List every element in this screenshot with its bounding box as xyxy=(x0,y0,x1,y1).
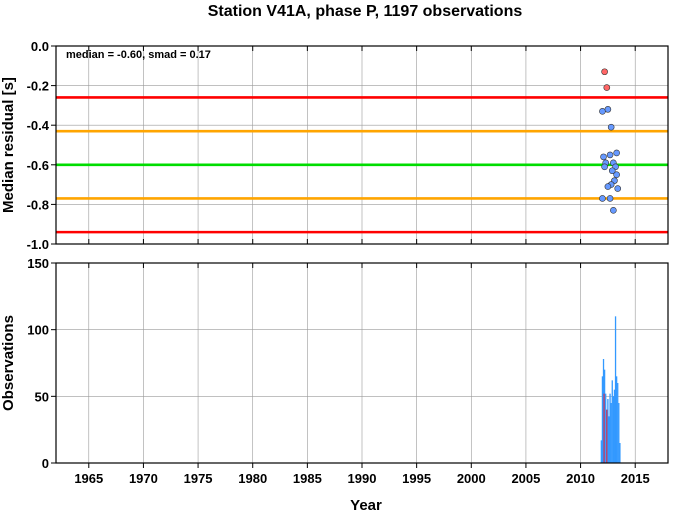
year-tick-label: 2005 xyxy=(511,471,540,486)
year-tick-label: 1995 xyxy=(402,471,431,486)
year-tick-label: 2010 xyxy=(566,471,595,486)
observation-bar xyxy=(608,416,610,463)
observation-bar xyxy=(607,399,609,463)
observations-y-tick-label: 50 xyxy=(35,389,49,404)
observation-bar xyxy=(612,396,615,463)
residual-point xyxy=(606,195,614,202)
residual-point xyxy=(600,153,607,161)
residual-point xyxy=(601,68,608,76)
x-axis-label: Year xyxy=(350,497,382,511)
observation-bar xyxy=(609,393,611,463)
residual-panel: 0.0 -0.2 -0.4 -0.6 -0.8 -1.0 median = -0.60, … xyxy=(0,39,669,252)
observation-bar xyxy=(615,376,618,463)
year-tick-label: 2000 xyxy=(457,471,486,486)
year-tick-label: 2015 xyxy=(621,471,650,486)
residual-y-tick-label: -0.2 xyxy=(27,79,49,94)
residual-y-tick-label: 0.0 xyxy=(31,39,49,54)
stats-annotation: median = -0.60, smad = 0.17 xyxy=(66,49,211,61)
residual-y-tick-label: -0.4 xyxy=(27,118,50,133)
residual-y-tick-label: -0.8 xyxy=(27,197,49,212)
residual-point xyxy=(603,84,611,91)
residual-y-axis-label: Median residual [s] xyxy=(0,77,17,213)
observation-bar xyxy=(614,316,617,463)
year-tick-label: 1970 xyxy=(129,471,158,486)
observations-y-tick-label: 100 xyxy=(27,323,49,338)
observations-panel: 1965 1970 1975 1980 1985 1990 1995 2000 2005 2010… xyxy=(0,256,669,511)
year-tick-label: 1965 xyxy=(74,471,103,486)
year-tick-label: 1985 xyxy=(293,471,322,486)
observation-bar-highlight xyxy=(603,393,605,463)
residual-y-tick-label: -0.6 xyxy=(27,158,49,173)
residual-point xyxy=(607,123,615,131)
observation-bar xyxy=(601,376,604,463)
residual-point xyxy=(604,106,612,113)
residual-point xyxy=(614,185,622,192)
residual-point xyxy=(606,151,614,159)
year-tick-label: 1990 xyxy=(348,471,377,486)
residual-point xyxy=(613,171,620,178)
residual-point xyxy=(613,149,620,157)
year-tick-label: 1980 xyxy=(238,471,267,486)
observation-bar xyxy=(600,440,602,463)
observation-bar xyxy=(611,380,613,463)
observation-bar xyxy=(619,443,621,463)
observation-bar xyxy=(618,403,620,463)
observation-bar xyxy=(617,383,619,463)
residual-point xyxy=(601,163,608,171)
residual-point xyxy=(599,195,606,202)
residual-point xyxy=(604,183,612,190)
observation-bar xyxy=(613,389,616,463)
observations-y-axis-label: Observations xyxy=(0,315,17,411)
observations-y-tick-label: 0 xyxy=(42,456,49,471)
year-tick-label: 1975 xyxy=(184,471,213,486)
residual-point xyxy=(610,207,617,214)
residual-y-tick-label: -1.0 xyxy=(27,237,49,252)
observation-bar-highlight xyxy=(606,409,608,463)
chart-title: Station V41A, phase P, 1197 observations xyxy=(208,3,523,20)
observation-bar xyxy=(610,403,612,463)
observations-y-tick-label: 150 xyxy=(27,256,49,271)
residual-point xyxy=(599,108,606,115)
residual-point xyxy=(608,167,616,175)
observation-bar xyxy=(605,393,607,463)
